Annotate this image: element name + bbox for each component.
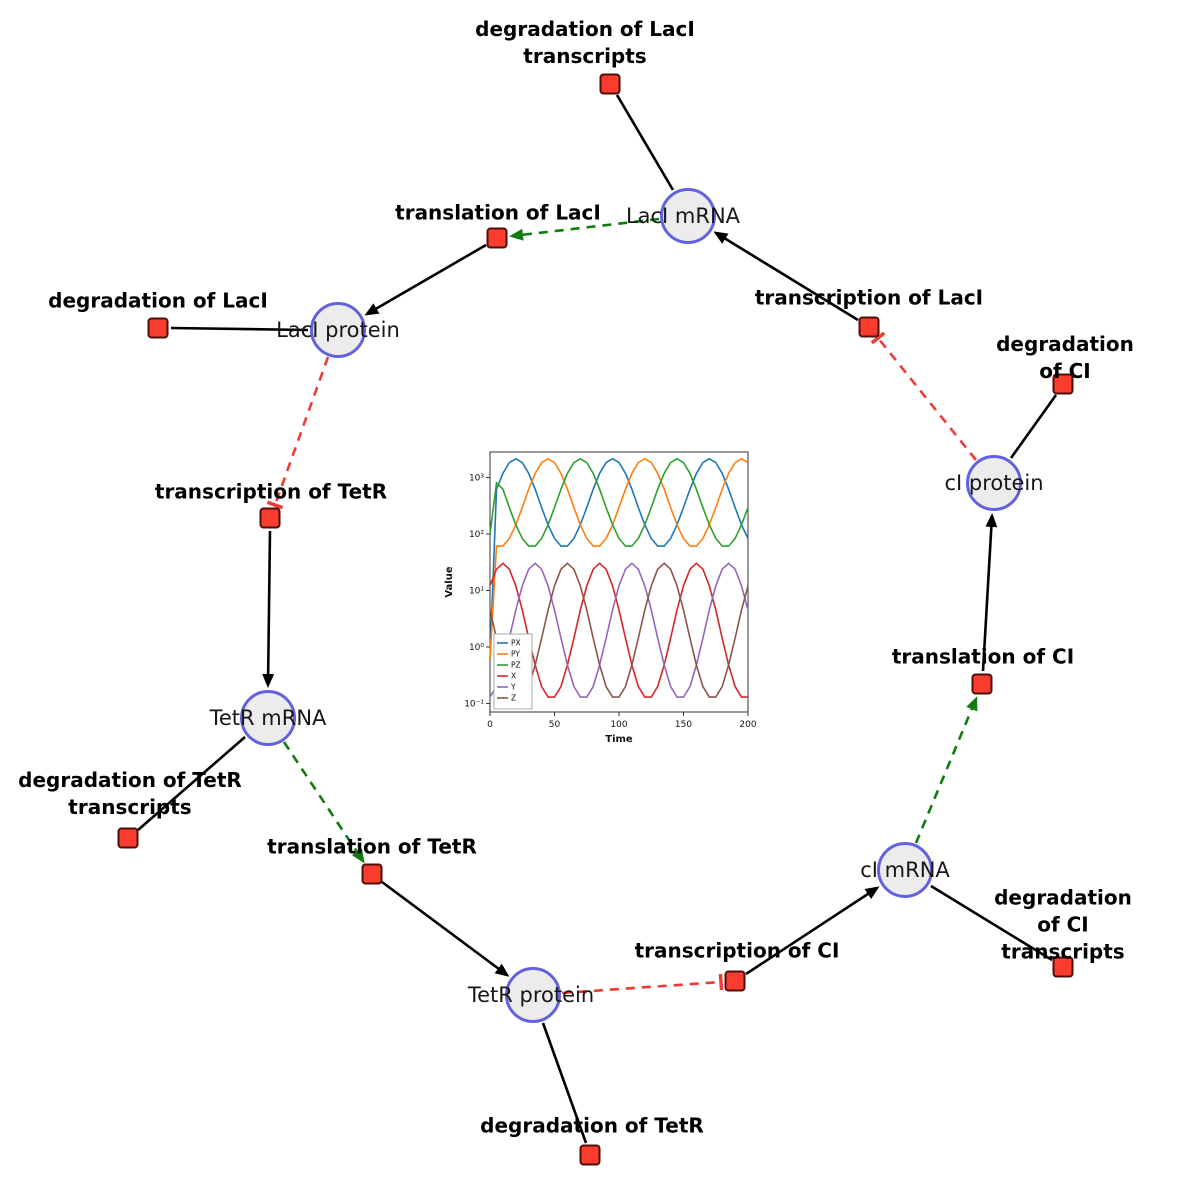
reaction-node-degradation-of-laci[interactable] [147, 317, 169, 339]
edge-ci-protein-inhibits-transcription-laci [870, 331, 978, 461]
edge-deg-tetr-transcripts-tetr-mrna [137, 736, 246, 831]
reaction-label-degradation-of-laci: degradation of LacI [48, 288, 268, 313]
series-PZ-line [489, 457, 749, 547]
y-tick-label: 10⁻¹ [464, 700, 484, 710]
edge-translation-tetr-to-tetr-protein [381, 880, 510, 977]
inset-chart: 10⁻¹ 10⁰ 10¹ 10² 10³ 0 50 100 150 200 Time Value PX P… [440, 438, 770, 758]
series-X-line [489, 562, 748, 698]
legend-label-X: X [511, 672, 516, 681]
x-tick-label: 150 [675, 720, 692, 730]
edge-deg-ci-transcripts-ci-mrna [930, 884, 1053, 962]
reaction-label-translation-of-laci: translation of LacI [395, 200, 601, 225]
edge-deg-ci-ci-protein [1009, 394, 1058, 459]
reaction-label-translation-of-ci: translation of CI [891, 644, 1075, 669]
reaction-node-degradation-of-ci[interactable] [1052, 373, 1074, 395]
reaction-node-translation-of-ci[interactable] [971, 673, 993, 695]
legend-label-PX: PX [511, 639, 521, 648]
series-Z-line [489, 562, 749, 698]
reaction-label-transcription-of-tetr: transcription of TetR [154, 479, 388, 504]
species-label-ci-protein: cI protein [944, 471, 1044, 495]
y-tick-label: 10² [469, 530, 484, 540]
reaction-label-transcription-of-laci: transcription of LacI [754, 285, 984, 310]
edge-transcription-laci-to-laci-mrna [713, 231, 859, 322]
chart-axes: 10⁻¹ 10⁰ 10¹ 10² 10³ 0 50 100 150 200 Time Value [444, 451, 757, 745]
species-node-laci-mrna[interactable] [660, 188, 716, 244]
species-label-laci-protein: LacI protein [276, 318, 400, 342]
reaction-node-transcription-of-ci[interactable] [724, 970, 746, 992]
reaction-label-degradation-of-ci-transcripts: degradation of CI transcripts [994, 885, 1132, 964]
chart-ylabel: Value [444, 566, 455, 597]
edge-transcription-tetr-to-tetr-mrna [262, 530, 275, 688]
reaction-node-degradation-of-ci-transcripts[interactable] [1052, 956, 1074, 978]
legend-label-Y: Y [510, 683, 516, 692]
series-PX-line [489, 457, 749, 660]
legend-label-Z: Z [511, 694, 516, 703]
legend-label-PZ: PZ [511, 661, 521, 670]
reaction-node-degradation-of-tetr[interactable] [579, 1144, 601, 1166]
edge-ci-mrna-to-translation-ci [914, 696, 978, 844]
reaction-label-degradation-of-laci-transcripts: degradation of LacI transcripts [475, 17, 695, 68]
reaction-label-transcription-of-ci: transcription of CI [634, 938, 840, 963]
species-label-ci-mrna: cI mRNA [860, 858, 950, 882]
edge-laci-mrna-to-translation-laci [509, 217, 660, 241]
series-PY-line [489, 457, 749, 660]
reaction-label-translation-of-tetr: translation of TetR [267, 834, 477, 859]
species-node-tetr-mrna[interactable] [240, 690, 296, 746]
reaction-node-translation-of-laci[interactable] [486, 227, 508, 249]
edge-tetr-mrna-to-translation-tetr [282, 741, 365, 864]
x-tick-label: 0 [487, 720, 493, 730]
species-node-ci-protein[interactable] [966, 455, 1022, 511]
edge-deg-laci-transcripts-laci-mrna [615, 94, 675, 191]
species-label-laci-mrna: LacI mRNA [625, 204, 741, 228]
edge-translation-laci-to-laci-protein [364, 243, 487, 316]
reaction-node-transcription-of-tetr[interactable] [259, 507, 281, 529]
species-node-tetr-protein[interactable] [505, 967, 561, 1023]
edge-translation-ci-to-ci-protein [981, 513, 998, 672]
chart-legend: PX PY PZ XYZ [493, 633, 533, 710]
reaction-node-transcription-of-laci[interactable] [858, 316, 880, 338]
x-tick-label: 50 [549, 720, 561, 730]
chart-series [489, 457, 749, 698]
reaction-label-degradation-of-tetr: degradation of TetR [480, 1113, 704, 1138]
edge-deg-laci-laci-protein [170, 326, 309, 332]
edge-laci-protein-inhibits-transcription-tetr [266, 356, 330, 510]
series-Y-line [489, 562, 749, 698]
reaction-node-degradation-of-tetr-transcripts[interactable] [117, 827, 139, 849]
y-tick-label: 10¹ [469, 586, 484, 596]
reaction-node-translation-of-tetr[interactable] [361, 863, 383, 885]
species-node-ci-mrna[interactable] [877, 842, 933, 898]
species-label-tetr-protein: TetR protein [467, 983, 595, 1007]
reaction-label-degradation-of-tetr-transcripts: degradation of TetR transcripts [18, 768, 242, 819]
species-node-laci-protein[interactable] [310, 302, 366, 358]
species-label-tetr-mrna: TetR mRNA [209, 706, 327, 730]
y-tick-label: 10³ [469, 473, 484, 483]
x-tick-label: 200 [739, 720, 756, 730]
edge-deg-tetr-tetr-protein [541, 1022, 588, 1144]
y-tick-label: 10⁰ [469, 643, 484, 653]
edge-tetr-protein-inhibits-transcription-ci [561, 973, 724, 995]
edge-transcription-ci-to-ci-mrna [745, 886, 880, 976]
reaction-label-degradation-of-ci: degradation of CI [996, 332, 1134, 383]
reaction-node-degradation-of-laci-transcripts[interactable] [599, 73, 621, 95]
legend-label-PY: PY [511, 650, 520, 659]
x-tick-label: 100 [610, 720, 627, 730]
chart-xlabel: Time [605, 734, 633, 745]
